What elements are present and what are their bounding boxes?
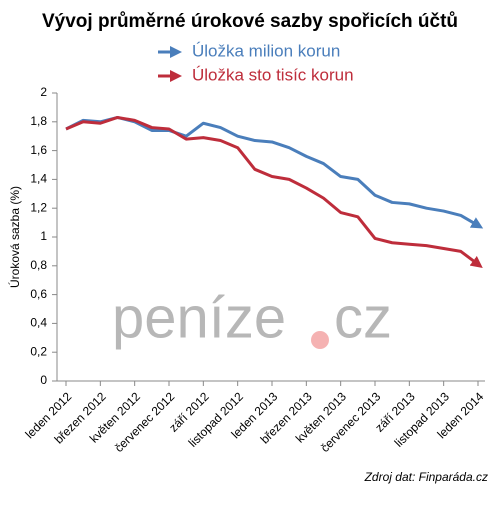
legend-label: Úložka sto tisíc korun <box>192 65 354 84</box>
x-tick-label: červenec 2012 <box>112 389 178 455</box>
y-tick-label: 0,2 <box>30 344 47 358</box>
y-tick-label: 2 <box>40 85 47 99</box>
source: Zdroj dat: Finparáda.cz <box>364 470 488 484</box>
y-tick-label: 1,4 <box>30 172 47 186</box>
y-tick-label: 0,8 <box>30 258 47 272</box>
series-line <box>65 115 484 229</box>
legend-label: Úložka milion korun <box>192 41 340 60</box>
watermark-dot <box>311 331 329 349</box>
y-tick-label: 0,6 <box>30 287 47 301</box>
y-axis-label: Úroková sazba (%) <box>7 186 22 288</box>
watermark: peníze cz <box>112 285 392 350</box>
y-tick-label: 0,4 <box>30 316 47 330</box>
y-tick-label: 1,2 <box>30 200 47 214</box>
y-tick-label: 1,8 <box>30 114 47 128</box>
y-tick-label: 1,6 <box>30 143 47 157</box>
y-tick-label: 0 <box>40 373 47 387</box>
series-line <box>65 115 483 268</box>
watermark-text: peníze <box>112 285 286 350</box>
chart-title: Vývoj průměrné úrokové sazby spořicích ú… <box>42 11 458 32</box>
y-tick-label: 1 <box>40 229 47 243</box>
x-tick-label: červenec 2013 <box>318 389 384 455</box>
watermark-text: cz <box>334 285 392 350</box>
